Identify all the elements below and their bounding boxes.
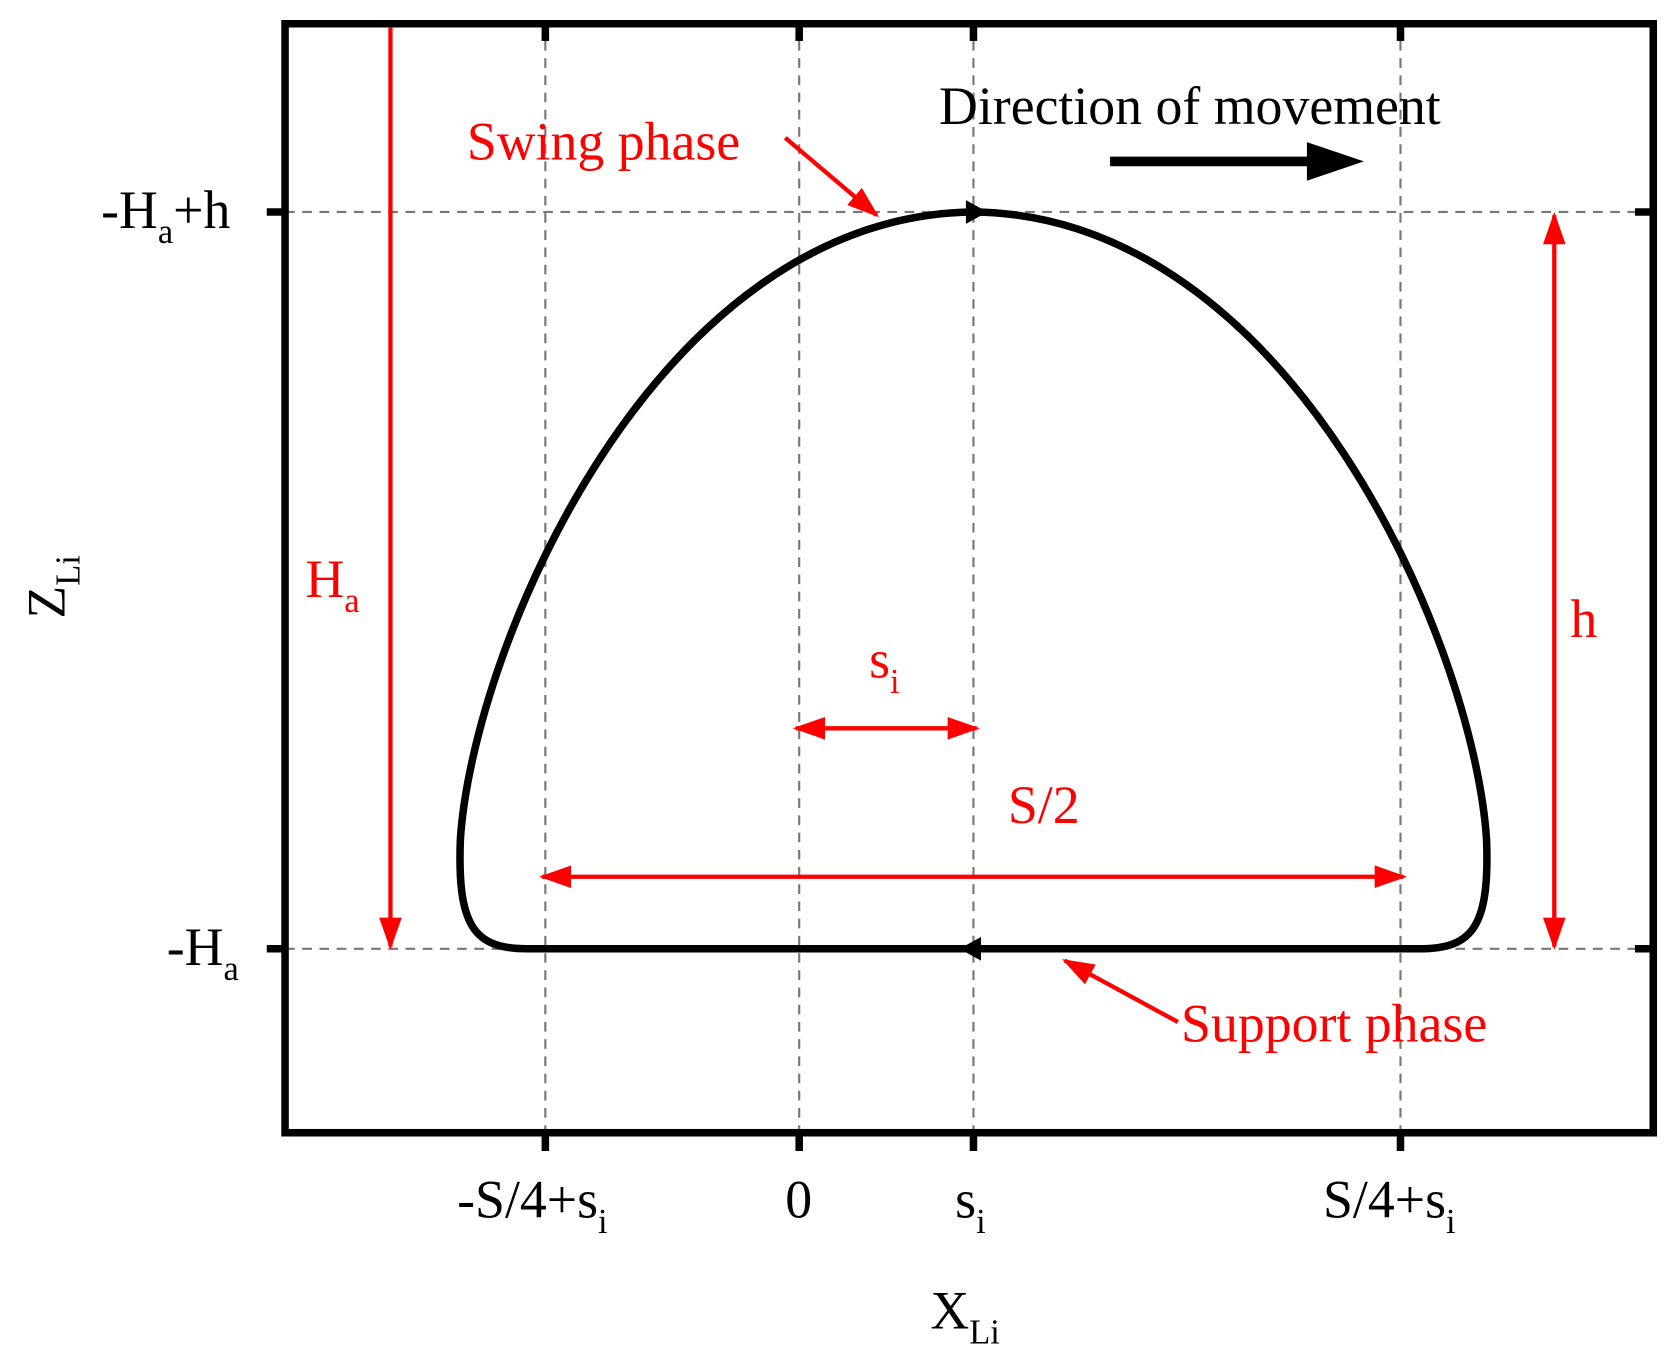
swing-label: Swing phase	[467, 111, 740, 171]
grid	[285, 23, 1654, 1133]
trajectory-arrow	[959, 936, 981, 961]
x-tick-label: 0	[785, 1170, 812, 1230]
trajectory-arrow	[965, 200, 988, 224]
x-axis-label: XLi	[930, 1280, 999, 1351]
direction-label: Direction of movement	[939, 76, 1441, 136]
x-tick-label: si	[955, 1170, 985, 1241]
Ha-label: Ha	[305, 549, 359, 620]
half-stride-label: S/2	[1008, 775, 1080, 835]
ticks	[266, 23, 1654, 1152]
x-tick-label: -S/4+si	[457, 1170, 607, 1241]
y-tick-label: -Ha	[167, 917, 239, 988]
support-label: Support phase	[1181, 993, 1487, 1053]
h-label: h	[1570, 589, 1597, 649]
frame	[281, 19, 1658, 1137]
si-label: si	[869, 630, 899, 701]
y-tick-label: -Ha+h	[101, 180, 230, 251]
x-tick-label: S/4+si	[1323, 1170, 1456, 1241]
direction-arrow-head	[1306, 142, 1364, 181]
y-axis-label: ZLi	[17, 555, 88, 618]
red-arrows	[379, 26, 1566, 1024]
